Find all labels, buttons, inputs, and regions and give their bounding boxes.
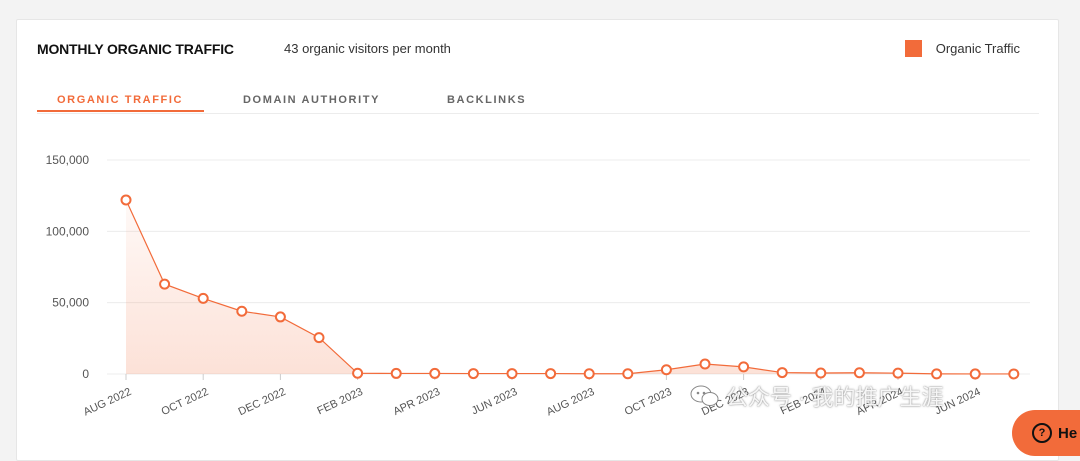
x-tick-label: DEC 2022 <box>237 386 288 418</box>
x-tick-label: JUN 2023 <box>470 386 519 418</box>
tab-backlinks[interactable]: BACKLINKS <box>447 94 527 106</box>
data-point <box>197 292 209 304</box>
data-point <box>622 368 634 380</box>
data-point <box>274 311 286 323</box>
data-point <box>352 367 364 379</box>
traffic-chart: 0 50,000 100,000 150,000 AUG 2022 OCT 2022 DEC… <box>46 153 1030 419</box>
x-tick-label: APR 2023 <box>392 386 443 418</box>
data-point <box>738 361 750 373</box>
tab-domain-authority[interactable]: DOMAIN AUTHORITY <box>243 94 381 106</box>
series-area <box>126 199 1014 374</box>
data-point <box>506 368 518 380</box>
series-line <box>125 199 1014 375</box>
help-button-label: He <box>1058 424 1078 442</box>
question-icon: ? <box>1032 423 1052 443</box>
y-tick-label: 150,000 <box>46 153 90 167</box>
data-point <box>429 367 441 379</box>
watermark: 公众号 · 我的推广生涯 <box>690 380 944 412</box>
data-point <box>969 368 981 380</box>
data-point <box>313 332 325 344</box>
data-point <box>467 368 479 380</box>
data-point <box>583 368 595 380</box>
active-tab-indicator <box>37 110 204 112</box>
legend: Organic Traffic <box>904 40 1020 57</box>
data-point <box>931 368 943 380</box>
help-button[interactable]: ? He <box>1012 410 1080 456</box>
data-point <box>853 367 865 379</box>
watermark-text: 公众号 · 我的推广生涯 <box>726 385 944 410</box>
traffic-card: MONTHLY ORGANIC TRAFFIC 43 organic visit… <box>16 19 1059 461</box>
x-tick-label: AUG 2022 <box>82 386 134 419</box>
data-point <box>892 367 904 379</box>
chart-title: MONTHLY ORGANIC TRAFFIC <box>37 41 234 57</box>
legend-label: Organic Traffic <box>935 41 1020 56</box>
y-tick-label: 100,000 <box>46 224 90 238</box>
data-point <box>159 278 171 290</box>
y-tick-label: 0 <box>82 367 89 381</box>
visitors-summary: 43 organic visitors per month <box>284 41 451 56</box>
wechat-icon <box>690 385 719 406</box>
data-point <box>1008 368 1020 380</box>
data-point <box>545 368 557 380</box>
tab-organic-traffic[interactable]: ORGANIC TRAFFIC <box>57 94 184 106</box>
x-tick-label: FEB 2023 <box>315 386 364 418</box>
x-tick-label: AUG 2023 <box>545 386 597 419</box>
data-point <box>120 194 132 206</box>
data-point <box>390 367 402 379</box>
data-point <box>776 367 788 379</box>
data-point <box>660 364 672 376</box>
data-point <box>699 358 711 370</box>
data-point <box>236 305 248 317</box>
x-tick-label: OCT 2022 <box>160 386 211 418</box>
data-point <box>815 367 827 379</box>
tab-bar: ORGANIC TRAFFIC DOMAIN AUTHORITY BACKLIN… <box>37 93 1039 114</box>
legend-swatch <box>904 40 922 57</box>
x-tick-label: OCT 2023 <box>623 386 674 418</box>
y-tick-label: 50,000 <box>52 296 89 310</box>
